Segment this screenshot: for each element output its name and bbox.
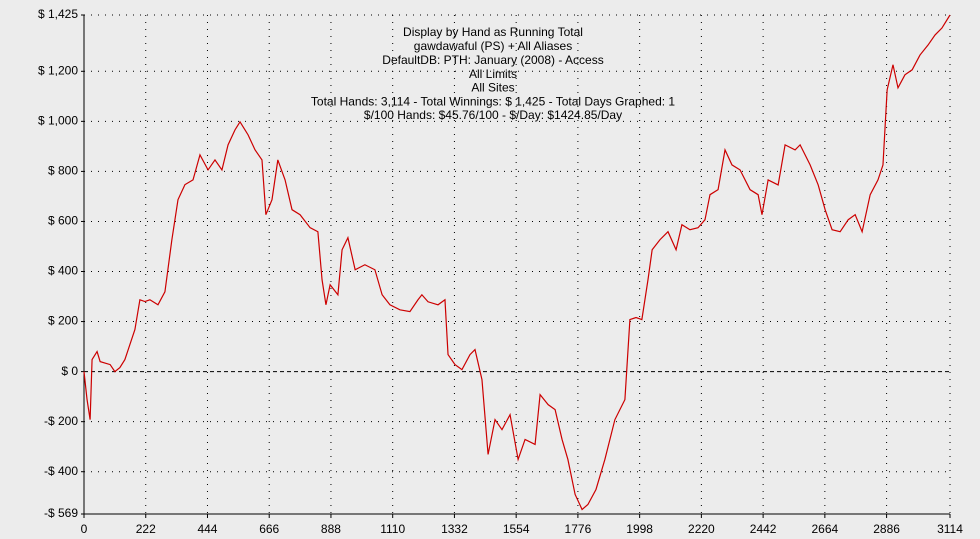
x-tick-label: 1554 <box>503 522 530 536</box>
chart-subtitle: All Limits <box>469 67 517 81</box>
x-tick-label: 2442 <box>750 522 777 536</box>
chart-subtitle: DefaultDB: PTH: January (2008) - Access <box>382 53 603 67</box>
x-tick-label: 3114 <box>937 522 963 536</box>
x-tick-label: 888 <box>321 522 341 536</box>
chart-subtitle: gawdawaful (PS) + All Aliases <box>414 39 572 53</box>
y-tick-label: -$ 400 <box>44 464 78 478</box>
data-line <box>83 14 951 511</box>
x-tick-label: 0 <box>81 522 88 536</box>
x-tick-label: 1332 <box>441 522 468 536</box>
x-tick-label: 222 <box>136 522 156 536</box>
y-tick-label: -$ 569 <box>44 506 78 520</box>
x-tick-label: 2220 <box>688 522 715 536</box>
y-tick-label: $ 200 <box>48 314 78 328</box>
y-tick-label: $ 600 <box>48 214 78 228</box>
x-tick-label: 2886 <box>873 522 900 536</box>
x-tick-label: 666 <box>259 522 279 536</box>
x-tick-label: 1776 <box>565 522 592 536</box>
x-tick-label: 444 <box>197 522 217 536</box>
x-tick-label: 2664 <box>812 522 839 536</box>
chart-subtitle: All Sites <box>471 81 514 95</box>
x-tick-label: 1110 <box>380 522 405 536</box>
x-tick-label: 1998 <box>626 522 653 536</box>
y-tick-label: $ 1,000 <box>38 114 78 128</box>
y-tick-label: -$ 200 <box>44 414 78 428</box>
chart-subtitle: $/100 Hands: $45.76/100 - $/Day: $1424.8… <box>364 108 622 122</box>
y-tick-label: $ 800 <box>48 164 78 178</box>
chart-subtitle: Total Hands: 3,114 - Total Winnings: $ 1… <box>311 94 676 108</box>
chart-title: Display by Hand as Running Total <box>403 25 583 39</box>
y-tick-label: $ 1,200 <box>38 63 78 77</box>
y-tick-label: $ 400 <box>48 264 78 278</box>
y-tick-label: $ 1,425 <box>38 7 78 21</box>
y-tick-label: $ 0 <box>61 364 78 378</box>
